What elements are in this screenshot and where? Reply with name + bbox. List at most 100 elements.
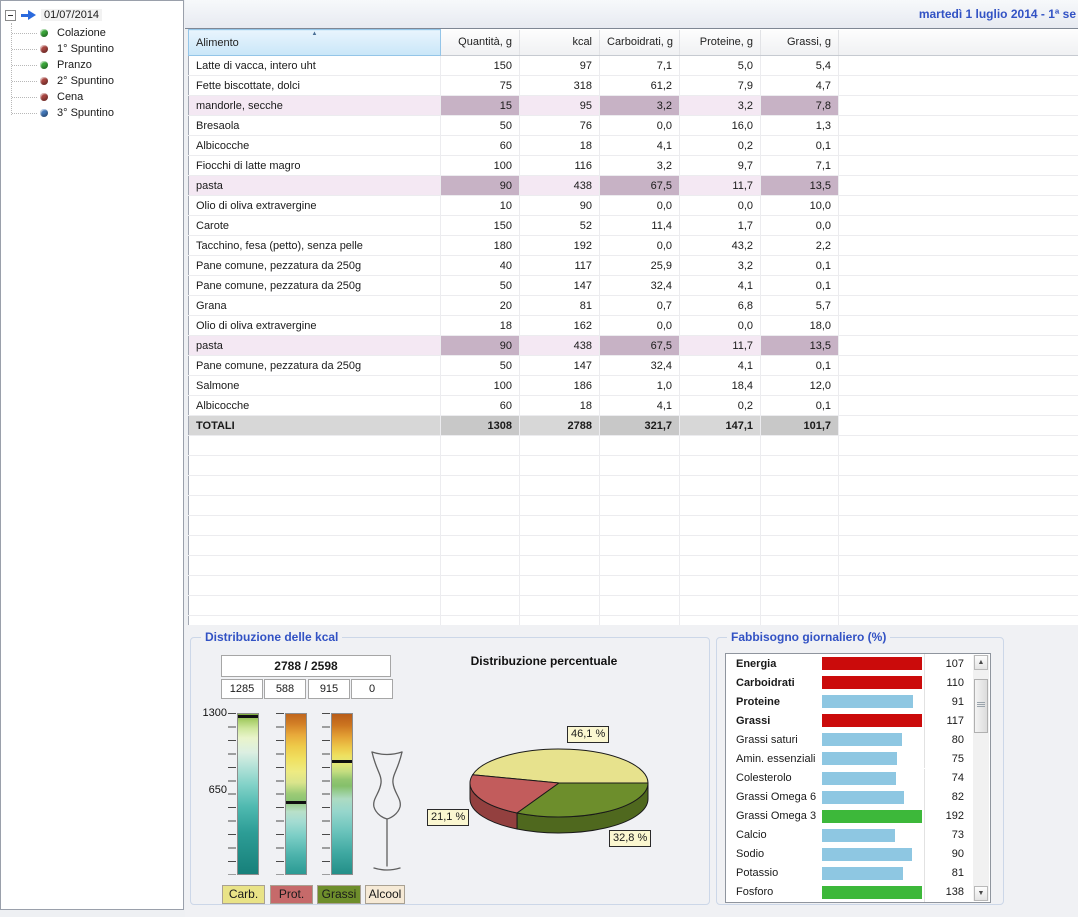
column-header-proteine[interactable]: Proteine, g	[680, 30, 761, 56]
alcool-glass-icon	[367, 750, 407, 874]
food-table-row[interactable]: Pane comune, pezzatura da 250g4011725,93…	[189, 256, 1078, 276]
food-value-cell: 0,2	[680, 136, 761, 156]
food-table-row[interactable]: Fette biscottate, dolci7531861,27,94,7	[189, 76, 1078, 96]
food-value-cell: 67,5	[600, 176, 680, 196]
food-value-cell: 13,5	[761, 176, 839, 196]
empty-cell	[189, 456, 441, 476]
food-value-cell: 5,4	[761, 56, 839, 76]
nutrient-bar	[822, 733, 902, 746]
tree-root-date-label[interactable]: 01/07/2014	[41, 9, 102, 21]
food-table-row[interactable]: Salmone1001861,018,412,0	[189, 376, 1078, 396]
totals-value-cell: 101,7	[761, 416, 839, 436]
food-name-cell: mandorle, secche	[189, 96, 441, 116]
nutrient-value: 138	[925, 886, 973, 898]
totals-row: TOTALI13082788321,7147,1101,7	[189, 416, 1078, 436]
nutrient-row-grassi-omega-6[interactable]: Grassi Omega 682	[726, 788, 973, 807]
food-table-row[interactable]: Fiocchi di latte magro1001163,29,77,1	[189, 156, 1078, 176]
tree-item-pranzo[interactable]: Pranzo	[1, 57, 183, 73]
food-value-cell: 7,1	[761, 156, 839, 176]
food-table-row[interactable]: Bresaola50760,016,01,3	[189, 116, 1078, 136]
nutrient-row-potassio[interactable]: Potassio81	[726, 864, 973, 883]
scroll-up-arrow[interactable]: ▲	[974, 655, 988, 670]
grassi-gauge	[331, 713, 353, 875]
food-value-cell: 0,2	[680, 396, 761, 416]
prot-gauge-marker	[286, 801, 306, 804]
nutrient-row-proteine[interactable]: Proteine91	[726, 692, 973, 711]
food-value-cell: 4,1	[680, 276, 761, 296]
row-filler-cell	[839, 176, 1078, 196]
empty-row	[189, 436, 1078, 456]
food-table-row[interactable]: mandorle, secche15953,23,27,8	[189, 96, 1078, 116]
nutrient-row-carboidrati[interactable]: Carboidrati110	[726, 673, 973, 692]
food-table-row[interactable]: Albicocche60184,10,20,1	[189, 396, 1078, 416]
gauge-scale-mid-label: 650	[193, 784, 227, 796]
food-table-row[interactable]: Grana20810,76,85,7	[189, 296, 1078, 316]
food-value-cell: 0,0	[600, 116, 680, 136]
nutrient-row-grassi[interactable]: Grassi117	[726, 711, 973, 730]
empty-cell	[839, 596, 1078, 616]
food-table-row[interactable]: Latte di vacca, intero uht150977,15,05,4	[189, 56, 1078, 76]
food-table-row[interactable]: Olio di oliva extravergine10900,00,010,0	[189, 196, 1078, 216]
nutrient-row-grassi-saturi[interactable]: Grassi saturi80	[726, 730, 973, 749]
meal-bullet-icon	[40, 77, 48, 85]
column-header-quantita[interactable]: Quantità, g	[441, 30, 520, 56]
nutrient-bar-track	[822, 883, 925, 902]
empty-cell	[761, 576, 839, 596]
row-filler-cell	[839, 156, 1078, 176]
meal-bullet-icon	[40, 29, 48, 37]
tree-root-node[interactable]: 01/07/2014	[5, 7, 102, 23]
tree-item-colazione[interactable]: Colazione	[1, 25, 183, 41]
nutrient-row-amin-essenziali[interactable]: Amin. essenziali75	[726, 749, 973, 768]
kcal-distribution-panel: Distribuzione delle kcal 2788 / 2598 128…	[190, 637, 710, 905]
nutrient-label: Grassi Omega 3	[726, 810, 822, 822]
food-value-cell: 0,1	[761, 356, 839, 376]
food-table-row[interactable]: Albicocche60184,10,20,1	[189, 136, 1078, 156]
nutrient-bar	[822, 886, 922, 899]
row-filler-cell	[839, 296, 1078, 316]
needs-scrollbar[interactable]: ▲ ▼	[973, 655, 989, 901]
tree-item-2-spuntino[interactable]: 2° Spuntino	[1, 73, 183, 89]
food-table-row[interactable]: Tacchino, fesa (petto), senza pelle18019…	[189, 236, 1078, 256]
food-value-cell: 5,7	[761, 296, 839, 316]
nutrient-value: 90	[925, 848, 973, 860]
nutrient-row-calcio[interactable]: Calcio73	[726, 826, 973, 845]
food-name-cell: Carote	[189, 216, 441, 236]
empty-cell	[520, 456, 600, 476]
nutrient-value: 80	[925, 734, 973, 746]
food-table-row[interactable]: pasta9043867,511,713,5	[189, 176, 1078, 196]
food-table-row[interactable]: Pane comune, pezzatura da 250g5014732,44…	[189, 276, 1078, 296]
kcal-carb-value-box: 1285	[221, 679, 263, 699]
food-table-row[interactable]: Pane comune, pezzatura da 250g5014732,44…	[189, 356, 1078, 376]
food-name-cell: Olio di oliva extravergine	[189, 196, 441, 216]
nutrient-row-fosforo[interactable]: Fosforo138	[726, 883, 973, 902]
tree-item-label: 1° Spuntino	[57, 43, 114, 55]
nutrient-bar	[822, 657, 922, 670]
tree-item-1-spuntino[interactable]: 1° Spuntino	[1, 41, 183, 57]
scrollbar-thumb[interactable]	[974, 679, 988, 733]
column-header-carboidrati[interactable]: Carboidrati, g	[600, 30, 680, 56]
nutrient-row-colesterolo[interactable]: Colesterolo74	[726, 768, 973, 787]
tree-item-cena[interactable]: Cena	[1, 89, 183, 105]
column-header-alimento[interactable]: ▲ Alimento	[189, 30, 441, 56]
nutrient-row-energia[interactable]: Energia107	[726, 654, 973, 673]
empty-cell	[680, 516, 761, 536]
column-header-kcal[interactable]: kcal	[520, 30, 600, 56]
empty-cell	[680, 496, 761, 516]
nutrient-bar-track	[822, 769, 925, 788]
food-table-row[interactable]: Carote1505211,41,70,0	[189, 216, 1078, 236]
food-table-row[interactable]: Olio di oliva extravergine181620,00,018,…	[189, 316, 1078, 336]
collapse-expand-icon[interactable]	[5, 10, 16, 21]
food-table-row[interactable]: pasta9043867,511,713,5	[189, 336, 1078, 356]
tree-item-3-spuntino[interactable]: 3° Spuntino	[1, 105, 183, 121]
food-value-cell: 0,1	[761, 396, 839, 416]
nutrient-row-sodio[interactable]: Sodio90	[726, 845, 973, 864]
nutrient-value: 73	[925, 829, 973, 841]
food-value-cell: 18	[441, 316, 520, 336]
empty-cell	[600, 556, 680, 576]
column-header-label: Alimento	[196, 37, 239, 49]
scroll-down-arrow[interactable]: ▼	[974, 886, 988, 901]
nutrient-row-grassi-omega-3[interactable]: Grassi Omega 3192	[726, 807, 973, 826]
column-header-grassi[interactable]: Grassi, g	[761, 30, 839, 56]
empty-cell	[441, 496, 520, 516]
empty-cell	[189, 596, 441, 616]
